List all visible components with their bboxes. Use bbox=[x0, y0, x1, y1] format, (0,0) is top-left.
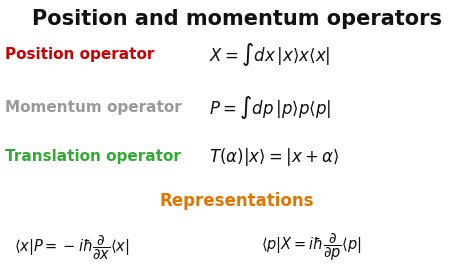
Text: Position and momentum operators: Position and momentum operators bbox=[32, 9, 442, 29]
Text: $T(\alpha)|x\rangle = |x + \alpha\rangle$: $T(\alpha)|x\rangle = |x + \alpha\rangle… bbox=[209, 146, 339, 168]
Text: $P = \int dp\, |p\rangle p\langle p|$: $P = \int dp\, |p\rangle p\langle p|$ bbox=[209, 94, 331, 121]
Text: Representations: Representations bbox=[160, 192, 314, 210]
Text: Position operator: Position operator bbox=[5, 47, 154, 62]
Text: Translation operator: Translation operator bbox=[5, 149, 181, 164]
Text: $\langle p|X = i\hbar\dfrac{\partial}{\partial p}\langle p|$: $\langle p|X = i\hbar\dfrac{\partial}{\p… bbox=[261, 232, 362, 263]
Text: $X = \int dx\, |x\rangle x\langle x|$: $X = \int dx\, |x\rangle x\langle x|$ bbox=[209, 41, 330, 68]
Text: $\langle x|P = -i\hbar\dfrac{\partial}{\partial x}\langle x|$: $\langle x|P = -i\hbar\dfrac{\partial}{\… bbox=[14, 233, 130, 262]
Text: Momentum operator: Momentum operator bbox=[5, 100, 182, 115]
